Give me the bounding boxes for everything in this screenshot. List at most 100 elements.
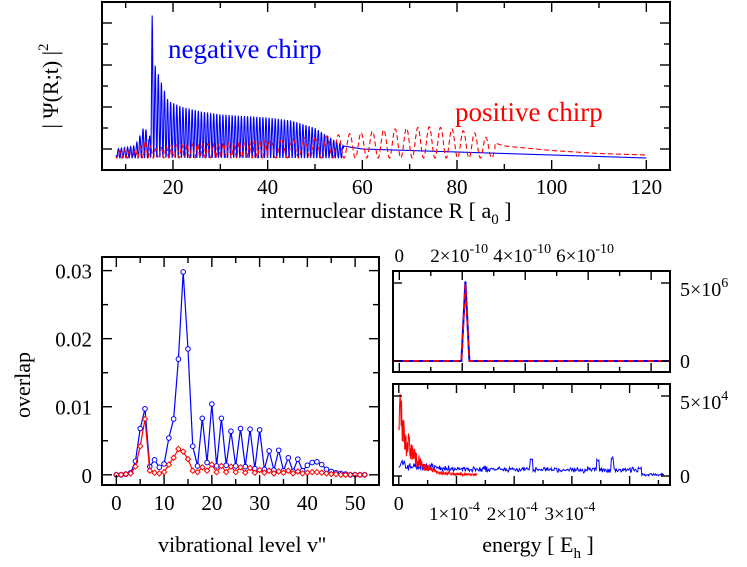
x-tick-label: 50: [345, 491, 366, 515]
overlap-point-blue: [151, 457, 158, 463]
overlap-point-blue: [242, 463, 249, 470]
overlap-point-blue: [204, 459, 210, 466]
overlap-point-red: [237, 463, 244, 471]
x-tick-label: 2×10-4: [487, 500, 538, 525]
overlap-point-red: [246, 464, 254, 472]
spectrum-top-series: [393, 281, 670, 362]
x-tick-label: 3×10-4: [544, 500, 595, 525]
overlap-point-red: [275, 468, 283, 475]
y-tick-label: 0.02: [55, 328, 92, 352]
overlap-point-blue: [266, 448, 272, 454]
top-y-axis-title: | Ψ(R;t) |2: [36, 43, 63, 128]
overlap-point-red: [361, 471, 368, 479]
overlap-point-red: [189, 467, 197, 475]
overlap-point-red: [356, 471, 364, 479]
overlap-point-red: [156, 470, 163, 477]
overlap-point-blue: [175, 356, 182, 362]
x-tick-label: 30: [249, 491, 270, 515]
overlap-point-red: [127, 470, 134, 477]
top-x-ticks: 20 40 60 80 100 120: [102, 2, 670, 199]
x-tick-label: 0: [111, 491, 122, 515]
overlap-point-red: [160, 468, 168, 476]
overlap-point-blue: [275, 447, 282, 454]
overlap-point-blue: [161, 461, 167, 467]
overlap-x-axis-title: vibrational level v'': [158, 532, 326, 557]
spectrum-top-panel: 0 2×10-10 4×10-10 6×10-10 0 5×106: [392, 242, 728, 373]
overlap-point-blue: [314, 459, 320, 465]
x-tick-label: 20: [163, 175, 184, 199]
x-tick-label: 0: [395, 246, 405, 267]
negative-chirp-series: [115, 15, 647, 159]
overlap-point-red: [332, 470, 340, 478]
overlap-point-red: [179, 448, 187, 455]
negative-chirp-label: negative chirp: [168, 34, 322, 64]
overlap-point-blue: [189, 443, 196, 450]
x-tick-label: 4×10-10: [493, 242, 551, 267]
x-tick-label: 10: [154, 491, 175, 515]
overlap-point-blue: [318, 461, 325, 468]
y-tick-label: 5×104: [680, 389, 728, 414]
overlap-point-blue: [194, 463, 201, 469]
overlap-point-red: [270, 470, 278, 477]
overlap-point-blue: [218, 415, 225, 422]
x-tick-label: 80: [447, 175, 468, 199]
overlap-y-axis-title: overlap: [10, 352, 35, 418]
overlap-point-red: [141, 415, 149, 423]
overlap-point-red: [347, 471, 354, 479]
x-tick-label: 60: [352, 175, 373, 199]
overlap-point-blue: [256, 427, 263, 433]
overlap-point-red: [313, 468, 321, 476]
x-tick-label: 6×10-10: [556, 242, 614, 267]
x-tick-label: 1×10-4: [429, 500, 480, 525]
overlap-point-blue: [199, 415, 206, 422]
overlap-point-red: [280, 469, 287, 477]
overlap-point-red: [294, 468, 302, 475]
y-tick-label: 5×106: [680, 276, 728, 301]
overlap-point-red: [165, 461, 173, 468]
y-tick-label: 0.01: [55, 396, 92, 420]
x-tick-label: 2×10-10: [430, 242, 488, 267]
spectrum-bottom-panel: 0 1×10-4 2×10-4 3×10-4 0 5×104 energy [ Eh ]: [392, 383, 728, 562]
overlap-plot-frame: [101, 256, 380, 486]
overlap-point-blue: [170, 416, 177, 422]
overlap-point-red: [289, 470, 297, 477]
overlap-point-blue: [285, 454, 292, 461]
top-panel: 20 40 60 80 100 120 negative chirp positive c…: [36, 1, 671, 228]
spectrum-bottom-ticks: 0 1×10-4 2×10-4 3×10-4 0 5×104: [393, 384, 728, 525]
spectrum-top-red: [393, 284, 670, 362]
spectrum-x-axis-title: energy [ Eh ]: [482, 532, 594, 562]
overlap-point-red: [265, 467, 273, 475]
overlap-point-blue: [237, 425, 244, 432]
overlap-point-red: [175, 445, 182, 453]
overlap-point-blue: [304, 462, 311, 469]
overlap-point-red: [342, 471, 349, 479]
overlap-point-red: [337, 471, 345, 479]
x-tick-label: 20: [201, 491, 222, 515]
positive-chirp-label: positive chirp: [455, 97, 603, 127]
overlap-point-red: [194, 468, 201, 476]
positive-chirp-line: [115, 126, 647, 159]
overlap-point-red: [323, 470, 330, 477]
x-tick-label: 120: [631, 175, 663, 199]
x-tick-label: 0: [394, 493, 404, 515]
overlap-point-red: [218, 462, 225, 470]
y-tick-label: 0: [680, 466, 690, 488]
overlap-point-red: [203, 467, 211, 475]
overlap-point-blue: [156, 464, 163, 471]
x-tick-label: 40: [297, 491, 318, 515]
spectrum-bottom-blue: [398, 455, 665, 478]
y-tick-label: 0.03: [55, 260, 92, 284]
overlap-point-blue: [180, 269, 186, 275]
overlap-point-blue: [142, 405, 148, 412]
spectrum-bottom-frame: [392, 383, 671, 486]
overlap-point-blue: [223, 462, 229, 469]
overlap-point-red: [136, 442, 144, 450]
overlap-point-blue: [309, 459, 315, 466]
overlap-point-red: [151, 469, 158, 477]
overlap-point-red: [184, 455, 192, 463]
overlap-point-red: [308, 468, 316, 476]
spectrum-bottom-red: [398, 393, 478, 478]
overlap-point-red: [198, 463, 206, 471]
overlap-point-red: [256, 466, 263, 474]
